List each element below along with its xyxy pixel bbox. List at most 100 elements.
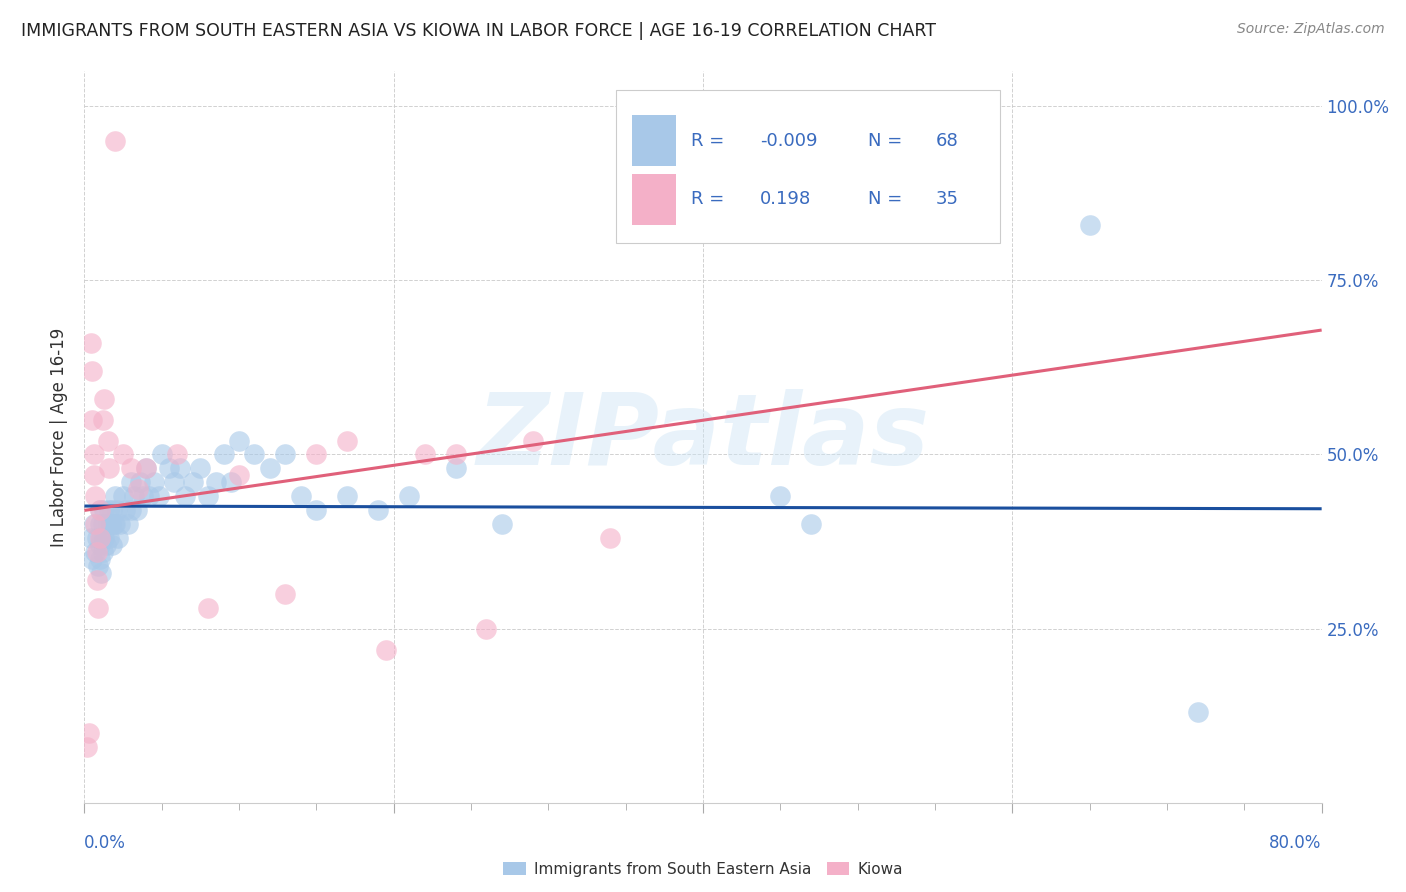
Point bbox=[97, 517, 120, 532]
Point bbox=[174, 489, 197, 503]
Point bbox=[1187, 705, 1209, 719]
Point bbox=[800, 517, 823, 532]
Point bbox=[104, 517, 127, 532]
Point bbox=[91, 412, 114, 426]
Point bbox=[413, 448, 436, 462]
FancyBboxPatch shape bbox=[616, 89, 1000, 244]
Point bbox=[107, 531, 129, 545]
Text: N =: N = bbox=[868, 132, 907, 150]
Point bbox=[86, 531, 108, 545]
Point bbox=[93, 503, 115, 517]
Point bbox=[135, 461, 157, 475]
Text: 0.198: 0.198 bbox=[759, 190, 811, 209]
Point bbox=[98, 503, 121, 517]
Point bbox=[105, 503, 128, 517]
Text: N =: N = bbox=[868, 190, 907, 209]
Point bbox=[98, 461, 121, 475]
Point bbox=[82, 552, 104, 566]
Point bbox=[93, 531, 115, 545]
Point bbox=[367, 503, 389, 517]
Point bbox=[77, 726, 100, 740]
Point bbox=[104, 489, 127, 503]
Point bbox=[274, 448, 297, 462]
Point bbox=[94, 538, 117, 552]
Point bbox=[336, 489, 359, 503]
Point bbox=[522, 434, 544, 448]
Text: R =: R = bbox=[690, 132, 730, 150]
Point bbox=[336, 434, 359, 448]
Point bbox=[114, 503, 136, 517]
Point bbox=[87, 600, 110, 615]
Point bbox=[143, 475, 166, 490]
Point bbox=[93, 392, 115, 406]
Point bbox=[89, 503, 111, 517]
Text: ZIPatlas: ZIPatlas bbox=[477, 389, 929, 485]
Point bbox=[89, 552, 111, 566]
Point bbox=[243, 448, 266, 462]
Point bbox=[84, 517, 107, 532]
Point bbox=[101, 538, 124, 552]
Point bbox=[86, 545, 108, 559]
Point bbox=[112, 489, 135, 503]
Point bbox=[76, 740, 98, 755]
Point bbox=[82, 412, 104, 426]
Point bbox=[117, 517, 139, 532]
Text: R =: R = bbox=[690, 190, 730, 209]
Point bbox=[212, 448, 235, 462]
Text: Source: ZipAtlas.com: Source: ZipAtlas.com bbox=[1237, 22, 1385, 37]
Point bbox=[1078, 218, 1101, 232]
Point bbox=[108, 517, 131, 532]
Point bbox=[159, 461, 181, 475]
Point bbox=[89, 503, 111, 517]
Point bbox=[188, 461, 212, 475]
Point bbox=[444, 448, 467, 462]
Point bbox=[197, 489, 219, 503]
Point bbox=[128, 483, 150, 497]
Text: 80.0%: 80.0% bbox=[1270, 834, 1322, 852]
Point bbox=[475, 622, 498, 636]
Point bbox=[197, 600, 219, 615]
Point bbox=[84, 545, 107, 559]
Point bbox=[98, 531, 121, 545]
Point bbox=[129, 475, 152, 490]
Point bbox=[398, 489, 420, 503]
Point bbox=[305, 448, 328, 462]
Point bbox=[135, 461, 157, 475]
Point bbox=[112, 448, 135, 462]
Point bbox=[84, 489, 107, 503]
Point bbox=[86, 573, 108, 587]
Point bbox=[150, 448, 173, 462]
Point bbox=[101, 503, 124, 517]
Point bbox=[120, 461, 142, 475]
Bar bbox=[633, 174, 676, 225]
Legend: Immigrants from South Eastern Asia, Kiowa: Immigrants from South Eastern Asia, Kiow… bbox=[498, 855, 908, 883]
Point bbox=[290, 489, 312, 503]
Point bbox=[82, 364, 104, 378]
Point bbox=[79, 336, 101, 351]
Text: -0.009: -0.009 bbox=[759, 132, 817, 150]
Point bbox=[83, 448, 105, 462]
Point bbox=[87, 558, 110, 573]
Text: IMMIGRANTS FROM SOUTH EASTERN ASIA VS KIOWA IN LABOR FORCE | AGE 16-19 CORRELATI: IMMIGRANTS FROM SOUTH EASTERN ASIA VS KI… bbox=[21, 22, 936, 40]
Point bbox=[305, 503, 328, 517]
Point bbox=[97, 434, 120, 448]
Point bbox=[83, 517, 105, 532]
Bar bbox=[633, 115, 676, 167]
Point bbox=[91, 545, 114, 559]
Point bbox=[103, 517, 125, 532]
Point bbox=[491, 517, 513, 532]
Point bbox=[83, 468, 105, 483]
Point bbox=[104, 134, 127, 148]
Point bbox=[163, 475, 186, 490]
Point bbox=[599, 531, 621, 545]
Point bbox=[89, 538, 111, 552]
Point bbox=[166, 448, 188, 462]
Point bbox=[89, 517, 111, 532]
Point bbox=[89, 531, 111, 545]
Point bbox=[91, 517, 114, 532]
Text: 0.0%: 0.0% bbox=[84, 834, 127, 852]
Point bbox=[769, 489, 792, 503]
Point bbox=[181, 475, 204, 490]
Point bbox=[221, 475, 243, 490]
Point bbox=[148, 489, 170, 503]
